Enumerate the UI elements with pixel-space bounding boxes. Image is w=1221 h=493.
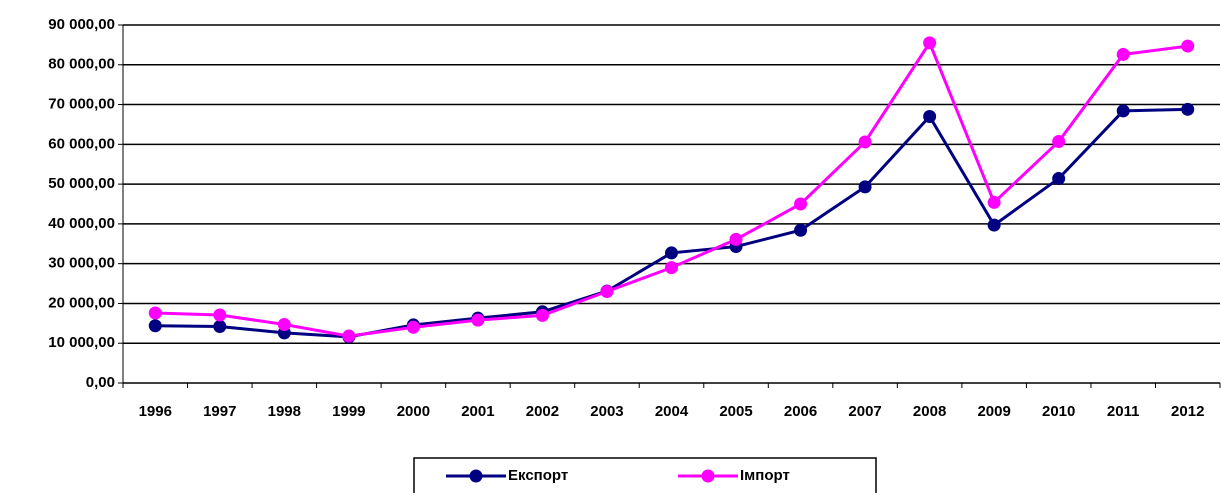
data-point xyxy=(213,308,227,322)
x-tick-label: 2001 xyxy=(461,403,494,420)
x-tick-label: 2010 xyxy=(1042,403,1075,420)
data-point xyxy=(1052,172,1066,186)
data-point xyxy=(342,329,356,343)
x-tick-label: 2000 xyxy=(397,403,430,420)
data-point xyxy=(987,218,1001,232)
series-line xyxy=(155,39,1188,338)
y-tick-label: 80 000,00 xyxy=(48,56,115,73)
x-tick-label: 2003 xyxy=(590,403,623,420)
data-point xyxy=(858,180,872,194)
data-point xyxy=(406,320,420,334)
x-tick-label: 2006 xyxy=(784,403,817,420)
data-point xyxy=(794,223,808,237)
data-point xyxy=(987,195,1001,209)
x-tick-label: 2008 xyxy=(913,403,946,420)
data-point xyxy=(1116,104,1130,118)
y-tick-label: 30 000,00 xyxy=(48,255,115,272)
y-tick-label: 70 000,00 xyxy=(48,96,115,113)
y-tick-label: 50 000,00 xyxy=(48,175,115,192)
data-point xyxy=(1181,39,1195,53)
x-tick-label: 1999 xyxy=(332,403,365,420)
data-point xyxy=(858,135,872,149)
x-tick-label: 2004 xyxy=(655,403,689,420)
y-tick-label: 10 000,00 xyxy=(48,334,115,351)
data-point xyxy=(277,318,291,332)
x-tick-label: 1996 xyxy=(139,403,172,420)
data-point xyxy=(1181,102,1195,116)
x-tick-label: 2011 xyxy=(1107,403,1140,420)
x-tick-label: 2005 xyxy=(719,403,752,420)
data-point xyxy=(794,197,808,211)
x-tick-label: 1997 xyxy=(203,403,236,420)
legend-marker xyxy=(469,469,483,483)
data-point xyxy=(665,246,678,260)
data-point xyxy=(665,261,678,275)
x-tick-label: 2012 xyxy=(1171,403,1204,420)
x-tick-label: 2007 xyxy=(848,403,881,420)
legend-label: Імпорт xyxy=(740,467,790,484)
y-tick-label: 40 000,00 xyxy=(48,215,115,232)
legend-label: Експорт xyxy=(508,467,568,484)
data-point xyxy=(471,313,485,327)
y-tick-label: 60 000,00 xyxy=(48,135,115,152)
data-point xyxy=(1052,135,1066,149)
data-point xyxy=(923,109,937,123)
data-point xyxy=(923,36,937,50)
data-point xyxy=(148,306,162,320)
data-point xyxy=(600,285,614,299)
x-tick-label: 2002 xyxy=(526,403,559,420)
data-point xyxy=(148,319,162,333)
y-tick-label: 20 000,00 xyxy=(48,294,115,311)
y-tick-label: 90 000,00 xyxy=(48,16,115,33)
data-point xyxy=(535,308,549,322)
x-tick-label: 1998 xyxy=(268,403,301,420)
y-tick-label: 0,00 xyxy=(86,374,115,391)
x-tick-label: 2009 xyxy=(977,403,1010,420)
data-point xyxy=(729,232,743,246)
data-point xyxy=(1116,47,1130,61)
data-point xyxy=(213,320,227,334)
legend-marker xyxy=(701,469,715,483)
